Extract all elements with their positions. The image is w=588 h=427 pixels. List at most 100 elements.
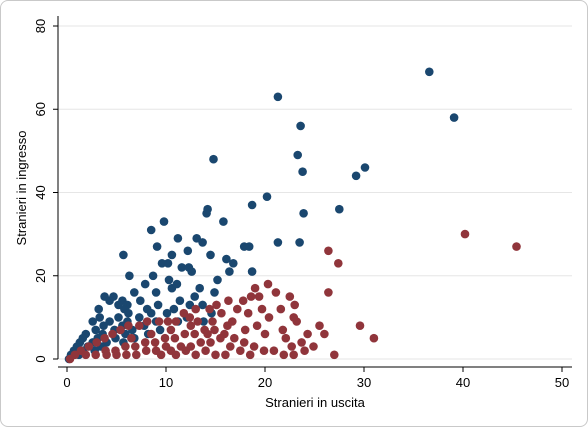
- scatter-point: [512, 242, 521, 251]
- scatter-point: [259, 346, 269, 356]
- scatter-point: [132, 350, 141, 360]
- scatter-point: [293, 150, 303, 160]
- scatter-point: [172, 279, 182, 289]
- scatter-point: [152, 242, 162, 251]
- scatter-point: [425, 67, 434, 77]
- scatter-point: [262, 192, 272, 201]
- scatter-point: [205, 304, 214, 314]
- scatter-point: [273, 92, 283, 102]
- scatter-point: [289, 350, 299, 360]
- scatter-point: [162, 308, 172, 318]
- scatter-point: [116, 325, 125, 335]
- scatter-point: [295, 238, 304, 247]
- scatter-point: [155, 325, 165, 335]
- scatter-point: [222, 254, 231, 264]
- scatter-point: [175, 296, 185, 306]
- scatter-point: [160, 333, 170, 343]
- scatter-point: [91, 350, 100, 360]
- scatter-point: [247, 200, 257, 210]
- scatter-point: [124, 321, 133, 331]
- scatter-point: [296, 121, 305, 131]
- scatter-point: [238, 296, 248, 306]
- scatter-point: [94, 304, 103, 314]
- scatter-point: [167, 250, 177, 260]
- scatter-point: [135, 321, 144, 331]
- scatter-point: [112, 350, 121, 360]
- scatter-point: [125, 271, 134, 281]
- x-tick-label: 10: [159, 375, 173, 390]
- scatter-point: [148, 271, 158, 281]
- scatter-point: [228, 317, 237, 326]
- scatter-point: [169, 304, 179, 314]
- scatter-point: [114, 313, 123, 322]
- scatter-point: [198, 238, 207, 247]
- series-blue: [64, 67, 459, 364]
- scatter-point: [180, 329, 190, 339]
- scatter-point: [202, 209, 211, 218]
- scatter-point: [179, 308, 189, 318]
- axes: [57, 16, 572, 368]
- scatter-point: [92, 338, 101, 347]
- scatter-point: [153, 300, 163, 310]
- scatter-point: [81, 350, 91, 360]
- scatter-point: [289, 313, 299, 322]
- scatter-point: [264, 313, 274, 322]
- grid: [58, 25, 572, 360]
- scatter-point: [190, 292, 199, 301]
- scatter-point: [191, 304, 200, 314]
- scatter-point: [199, 317, 208, 326]
- scatter-point: [124, 308, 133, 318]
- scatter-point: [203, 329, 212, 339]
- scatter-point: [249, 342, 259, 351]
- scatter-point: [164, 275, 174, 285]
- scatter-point: [369, 333, 379, 343]
- scatter-point: [209, 154, 218, 164]
- scatter-point: [191, 350, 200, 360]
- scatter-point: [355, 321, 365, 331]
- scatter-point: [183, 246, 193, 256]
- scatter-point: [271, 288, 281, 297]
- scatter-point: [240, 325, 250, 335]
- scatter-point: [324, 288, 333, 297]
- scatter-point: [225, 267, 234, 276]
- scatter-point: [276, 304, 286, 314]
- scatter-point: [247, 267, 257, 276]
- y-tick-label: 0: [33, 355, 48, 362]
- scatter-point: [173, 234, 183, 243]
- series-red: [65, 229, 521, 364]
- scatter-point: [140, 279, 150, 289]
- scatter-point: [130, 288, 139, 297]
- scatter-point: [360, 163, 370, 172]
- scatter-point: [279, 350, 289, 360]
- scatter-point: [219, 217, 228, 226]
- scatter-point: [221, 350, 230, 360]
- scatter-point: [324, 246, 333, 256]
- scatter-point: [224, 296, 233, 306]
- scatter-point: [140, 338, 150, 347]
- scatter-point: [119, 250, 128, 260]
- scatter-point: [142, 317, 152, 326]
- scatter-point: [84, 342, 94, 351]
- scatter-point: [198, 300, 207, 310]
- scatter-point: [460, 229, 470, 239]
- scatter-point: [257, 304, 267, 314]
- y-axis-title: Stranieri in ingresso: [14, 131, 29, 246]
- scatter-point: [246, 292, 256, 301]
- ticks: 0 20 40 60 80 0 10 20 30 40 50: [33, 19, 569, 390]
- scatter-point: [163, 317, 173, 326]
- scatter-point: [273, 238, 283, 247]
- scatter-point: [108, 329, 117, 339]
- scatter-point: [216, 333, 225, 343]
- x-tick-label: 40: [456, 375, 470, 390]
- scatter-point: [210, 325, 219, 335]
- scatter-point: [351, 171, 361, 181]
- scatter-point: [131, 342, 140, 351]
- scatter-point: [213, 275, 222, 285]
- scatter-point: [263, 279, 273, 289]
- scatter-point: [171, 350, 181, 360]
- scatter-point: [269, 346, 279, 356]
- scatter-point: [109, 292, 118, 301]
- scatter-point: [95, 313, 104, 322]
- scatter-point: [309, 342, 318, 351]
- scatter-point: [181, 346, 191, 356]
